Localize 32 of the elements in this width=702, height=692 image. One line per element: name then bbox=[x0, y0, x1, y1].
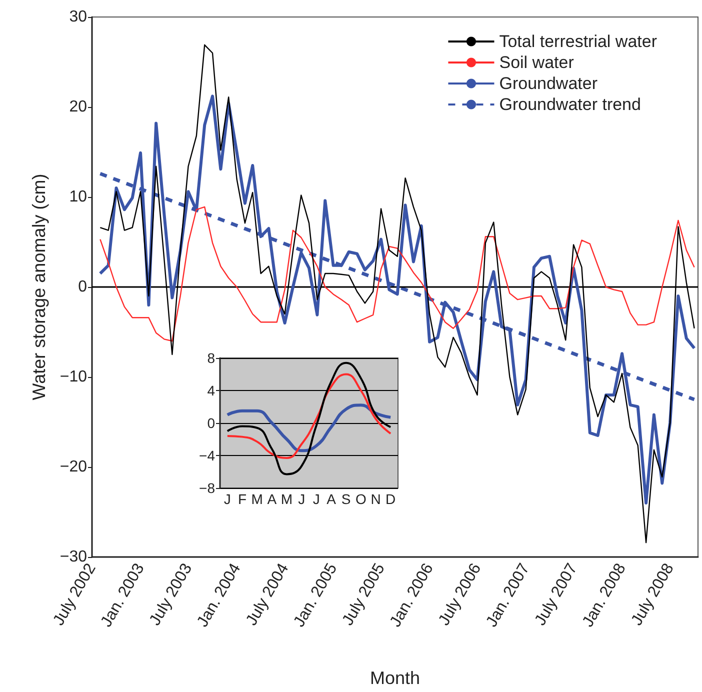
y-tick-label: 8 bbox=[207, 350, 216, 366]
x-tick-label: J bbox=[298, 491, 306, 507]
x-tick-label: A bbox=[267, 491, 278, 507]
x-tick-label: S bbox=[341, 491, 351, 507]
line-series bbox=[100, 206, 695, 342]
legend-label: Total terrestrial water bbox=[499, 32, 658, 51]
x-tick-label: N bbox=[370, 491, 381, 507]
y-tick-label: 30 bbox=[69, 8, 88, 26]
line-series bbox=[226, 373, 392, 459]
x-tick-label: M bbox=[280, 491, 293, 507]
line-series bbox=[226, 404, 392, 452]
x-tick-label: M bbox=[251, 491, 263, 507]
y-tick-label: −10 bbox=[60, 368, 88, 386]
x-tick-label: F bbox=[238, 491, 247, 507]
y-axis-title: Water storage anomaly (cm) bbox=[29, 174, 49, 400]
y-tick-label: 20 bbox=[69, 98, 88, 116]
y-tick-label: 4 bbox=[207, 382, 216, 398]
legend-label: Groundwater trend bbox=[499, 95, 641, 114]
legend-label: Groundwater bbox=[499, 74, 598, 93]
y-tick-label: 0 bbox=[207, 415, 216, 431]
x-tick-label: J bbox=[312, 491, 320, 507]
x-tick-label: O bbox=[355, 491, 366, 507]
x-tick-label: D bbox=[386, 491, 396, 507]
y-tick-label: 0 bbox=[78, 278, 88, 296]
y-tick-label: −8 bbox=[199, 480, 216, 496]
x-tick-label: A bbox=[326, 491, 337, 507]
x-tick-label: J bbox=[224, 491, 231, 507]
y-tick-label: −20 bbox=[60, 458, 88, 476]
x-axis-title: Month bbox=[370, 668, 420, 688]
y-tick-label: −4 bbox=[199, 448, 216, 464]
y-tick-label: 10 bbox=[69, 188, 88, 206]
legend-label: Soil water bbox=[499, 53, 574, 72]
